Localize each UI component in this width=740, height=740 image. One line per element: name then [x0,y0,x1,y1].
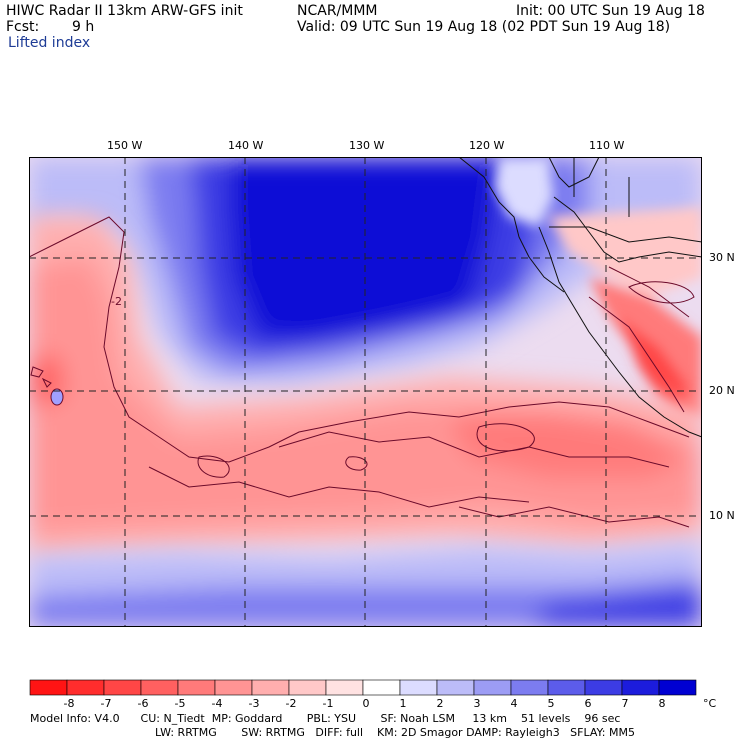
legend-swatch [103,679,142,696]
lifted-index-map: -2 [29,157,702,627]
lat-label-10n: 10 N [709,509,735,522]
legend-tick: -2 [286,697,297,710]
land-region [494,157,702,417]
valid-time: Valid: 09 UTC Sun 19 Aug 18 (02 PDT Sun … [297,19,671,35]
legend-tick: -6 [138,697,149,710]
legend-swatch [251,679,290,696]
legend-tick: 4 [511,697,518,710]
lon-label-150w: 150 W [107,139,143,152]
lon-label-120w: 120 W [469,139,505,152]
lon-label-140w: 140 W [228,139,264,152]
legend-tick: 3 [474,697,481,710]
init-time: Init: 00 UTC Sun 19 Aug 18 [516,3,705,19]
legend-swatch [658,679,697,696]
hawaii-islands [30,366,64,406]
legend-tick: -3 [249,697,260,710]
legend-unit: °C [703,697,717,710]
forecast-label: Fcst: [6,19,40,35]
color-legend: -8 -7 -6 -5 -4 -3 -2 -1 0 1 2 3 4 5 6 7 … [29,679,717,710]
legend-tick: -4 [212,697,223,710]
contour-label: -2 [111,295,122,308]
field-name: Lifted index [8,35,91,51]
legend-swatch [547,679,586,696]
model-info-line2: LW: RRTMG SW: RRTMG DIFF: full KM: 2D Sm… [155,726,635,739]
legend-tick: -7 [101,697,112,710]
legend-swatch [177,679,216,696]
political-borders [549,157,702,243]
legend-tick: 1 [400,697,407,710]
org-label: NCAR/MMM [297,3,378,19]
legend-swatch [362,679,401,696]
legend-swatch [510,679,549,696]
map-frame [29,157,702,627]
legend-tick: 7 [622,697,629,710]
legend-swatch [399,679,438,696]
model-title: HIWC Radar II 13km ARW-GFS init [6,3,243,19]
legend-tick-labels: -8 -7 -6 -5 -4 -3 -2 -1 0 1 2 3 4 5 6 7 … [64,697,717,710]
legend-swatch [288,679,327,696]
lifted-index-contours [29,216,695,528]
legend-tick: 0 [363,697,370,710]
legend-swatch [621,679,660,696]
legend-tick: -5 [175,697,186,710]
lat-lon-grid [29,157,702,627]
lon-label-130w: 130 W [349,139,385,152]
forecast-hour: 9 h [72,19,95,35]
lat-label-20n: 20 N [709,384,735,397]
legend-swatch [325,679,364,696]
lat-label-30n: 30 N [709,251,735,264]
legend-tick: 8 [659,697,666,710]
legend-tick: -1 [323,697,334,710]
legend-swatch [66,679,105,696]
legend-swatch [473,679,512,696]
legend-swatch [214,679,253,696]
legend-swatch [29,679,68,696]
legend-tick: 2 [437,697,444,710]
legend-swatch [140,679,179,696]
legend-tick: 5 [548,697,555,710]
lon-label-110w: 110 W [589,139,625,152]
legend-swatch [436,679,475,696]
legend-swatch [584,679,623,696]
legend-tick: 6 [585,697,592,710]
model-info-line1: Model Info: V4.0 CU: N_Tiedt MP: Goddard… [30,712,621,725]
legend-color-bar [29,679,697,696]
stable-region-south [29,542,702,627]
legend-tick: -8 [64,697,75,710]
